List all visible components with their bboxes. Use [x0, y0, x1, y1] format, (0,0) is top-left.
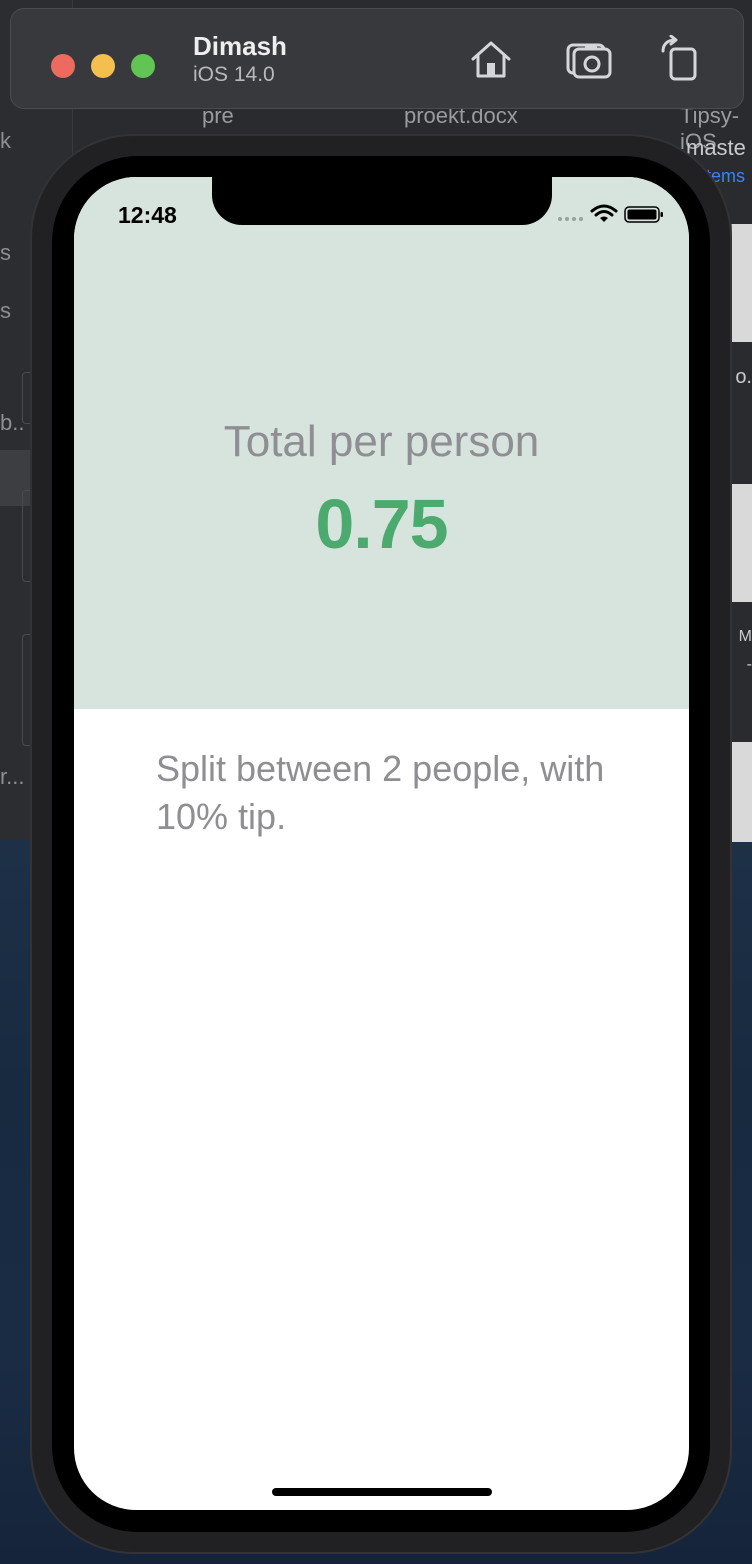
status-icons — [558, 204, 663, 223]
sidebar-fragment: s — [0, 298, 11, 323]
close-window-button[interactable] — [51, 54, 75, 78]
sidebar-fragment: b.. — [0, 410, 25, 435]
total-per-person-value: 0.75 — [315, 485, 448, 563]
file-thumbnail[interactable] — [731, 224, 752, 342]
cellular-signal-icon — [558, 217, 583, 221]
finder-fragment: M — [738, 628, 752, 645]
minimize-window-button[interactable] — [91, 54, 115, 78]
home-icon[interactable] — [467, 35, 515, 83]
split-settings-label: Split between 2 people, with 10% tip. — [156, 748, 605, 837]
finder-file-label[interactable]: maste — [686, 135, 746, 160]
home-indicator[interactable] — [272, 1488, 492, 1496]
screenshot-icon[interactable] — [565, 35, 613, 83]
wifi-icon — [590, 204, 618, 222]
notch — [212, 177, 552, 225]
simulator-titlebar: Dimash iOS 14.0 — [10, 8, 744, 109]
rotate-icon[interactable] — [657, 35, 705, 83]
finder-fragment: o. — [735, 366, 752, 388]
total-per-person-label: Total per person — [223, 417, 540, 466]
sidebar-fragment: r... — [0, 764, 25, 789]
sidebar-fragment: s — [0, 240, 11, 265]
device-name: Dimash — [193, 31, 287, 61]
zoom-window-button[interactable] — [131, 54, 155, 78]
finder-fragment: - — [746, 656, 752, 673]
battery-icon — [624, 206, 663, 223]
result-panel — [74, 177, 689, 709]
device-os-version: iOS 14.0 — [193, 63, 275, 86]
phone-screen: 12:48 Total per person 0.75 Split betwee… — [74, 177, 689, 1510]
file-thumbnail[interactable] — [731, 484, 752, 602]
file-thumbnail[interactable] — [731, 742, 752, 842]
status-time: 12:48 — [118, 202, 177, 228]
sidebar-fragment: k — [0, 128, 11, 153]
